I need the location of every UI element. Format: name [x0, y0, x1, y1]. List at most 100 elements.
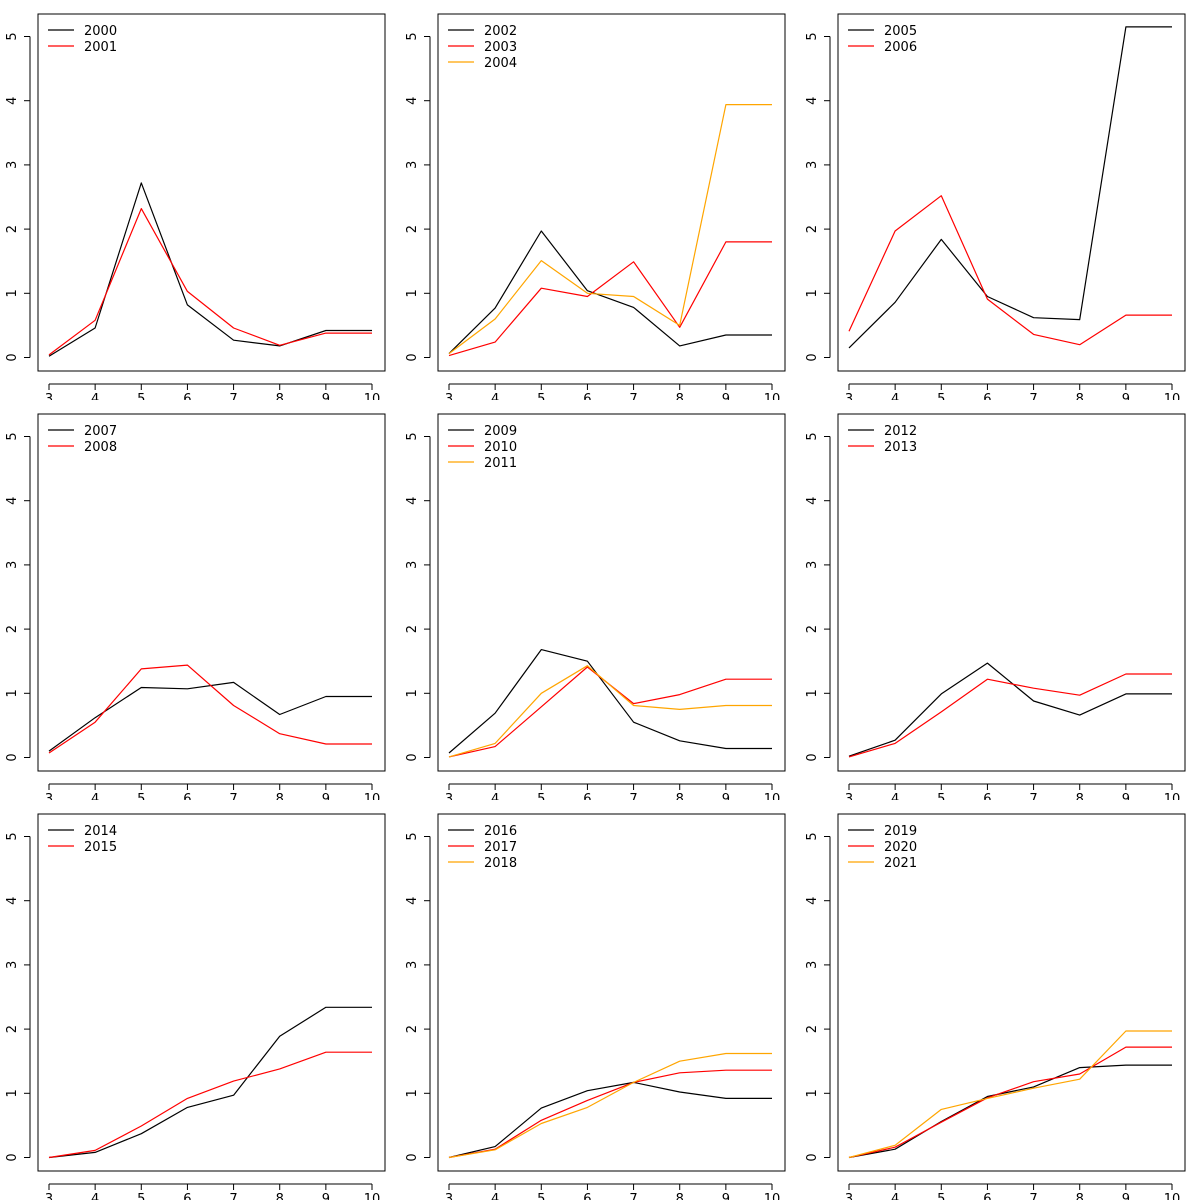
- x-tick-label: 6: [983, 792, 991, 800]
- series-line-2015: [48, 1051, 372, 1159]
- series-line-2020: [848, 1046, 1172, 1159]
- x-tick-label: 9: [322, 392, 330, 400]
- x-tick-label: 9: [1122, 392, 1130, 400]
- y-tick-label: 1: [5, 1089, 20, 1097]
- x-tick-label: 6: [183, 392, 191, 400]
- x-tick-label: 4: [91, 392, 99, 400]
- series-line-2018: [448, 1052, 772, 1159]
- x-tick-label: 8: [1076, 792, 1084, 800]
- x-tick-label: 8: [676, 392, 684, 400]
- x-tick-label: 4: [891, 792, 899, 800]
- y-tick-label: 4: [5, 497, 20, 505]
- x-tick-label: 7: [229, 392, 237, 400]
- series-line-2019: [848, 1064, 1172, 1159]
- y-tick-label: 0: [5, 1153, 20, 1161]
- x-tick-label: 8: [276, 1192, 284, 1200]
- legend-label: 2009: [484, 424, 517, 439]
- series-line-2006: [848, 195, 1172, 346]
- x-tick-label: 7: [1029, 1192, 1037, 1200]
- y-tick-label: 4: [405, 497, 420, 505]
- y-tick-label: 4: [5, 897, 20, 905]
- plot-frame: [437, 413, 786, 772]
- y-tick-label: 1: [5, 289, 20, 297]
- x-tick-label: 9: [722, 792, 730, 800]
- y-tick-label: 2: [805, 1025, 820, 1033]
- y-tick-label: 5: [405, 432, 420, 440]
- y-tick-label: 1: [5, 689, 20, 697]
- x-tick-label: 6: [583, 1192, 591, 1200]
- x-tick-label: 6: [583, 392, 591, 400]
- y-tick-label: 1: [805, 1089, 820, 1097]
- y-tick-label: 2: [405, 225, 420, 233]
- legend-label: 2006: [884, 40, 917, 55]
- x-tick-label: 9: [322, 1192, 330, 1200]
- y-tick-label: 5: [5, 432, 20, 440]
- y-tick-label: 0: [405, 353, 420, 361]
- x-tick-label: 3: [45, 392, 53, 400]
- plot-frame: [437, 13, 786, 372]
- plot-frame: [837, 13, 1186, 372]
- y-tick-label: 5: [405, 32, 420, 40]
- x-tick-label: 10: [764, 792, 781, 800]
- y-tick-label: 2: [405, 1025, 420, 1033]
- y-tick-label: 3: [805, 961, 820, 969]
- y-tick-label: 3: [5, 561, 20, 569]
- x-tick-label: 7: [629, 392, 637, 400]
- x-tick-label: 3: [45, 792, 53, 800]
- y-tick-label: 0: [5, 353, 20, 361]
- x-tick-label: 7: [1029, 792, 1037, 800]
- legend-label: 2001: [84, 40, 117, 55]
- x-tick-label: 8: [676, 1192, 684, 1200]
- y-tick-label: 4: [805, 897, 820, 905]
- y-tick-label: 4: [405, 97, 420, 105]
- y-tick-label: 3: [5, 961, 20, 969]
- x-tick-label: 4: [891, 1192, 899, 1200]
- legend-label: 2003: [484, 40, 517, 55]
- x-tick-label: 5: [137, 392, 145, 400]
- x-tick-label: 8: [276, 792, 284, 800]
- x-tick-label: 5: [537, 792, 545, 800]
- x-tick-label: 6: [983, 392, 991, 400]
- x-tick-label: 5: [937, 392, 945, 400]
- series-line-2007: [48, 681, 372, 752]
- x-tick-label: 4: [91, 792, 99, 800]
- y-tick-label: 3: [805, 161, 820, 169]
- y-tick-label: 0: [805, 753, 820, 761]
- plot-frame: [837, 413, 1186, 772]
- x-tick-label: 10: [764, 392, 781, 400]
- legend-label: 2013: [884, 440, 917, 455]
- series-line-2013: [848, 673, 1172, 758]
- x-tick-label: 10: [764, 1192, 781, 1200]
- y-tick-label: 1: [805, 689, 820, 697]
- x-tick-label: 3: [445, 1192, 453, 1200]
- legend-label: 2004: [484, 56, 517, 71]
- y-tick-label: 4: [805, 97, 820, 105]
- x-tick-label: 6: [183, 1192, 191, 1200]
- x-tick-label: 3: [845, 792, 853, 800]
- series-line-2012: [848, 662, 1172, 757]
- x-tick-label: 3: [45, 1192, 53, 1200]
- y-tick-label: 0: [805, 1153, 820, 1161]
- legend-label: 2018: [484, 856, 517, 871]
- legend-label: 2010: [484, 440, 517, 455]
- series-line-2009: [448, 649, 772, 754]
- x-tick-label: 4: [91, 1192, 99, 1200]
- x-tick-label: 9: [322, 792, 330, 800]
- x-tick-label: 5: [137, 1192, 145, 1200]
- y-tick-label: 2: [405, 625, 420, 633]
- legend-label: 2014: [84, 824, 117, 839]
- legend-label: 2015: [84, 840, 117, 855]
- series-line-2002: [448, 230, 772, 355]
- x-tick-label: 5: [937, 1192, 945, 1200]
- y-tick-label: 1: [405, 689, 420, 697]
- x-tick-label: 10: [1164, 1192, 1181, 1200]
- x-tick-label: 10: [364, 792, 381, 800]
